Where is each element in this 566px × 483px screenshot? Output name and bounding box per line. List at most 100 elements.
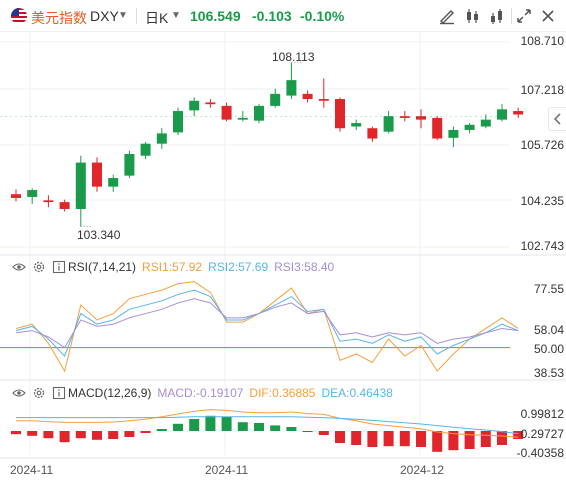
macd-histogram-bar bbox=[156, 429, 167, 431]
price-axis-tick: 108.710 bbox=[520, 34, 564, 48]
symbol-name[interactable]: 美元指数 bbox=[31, 10, 87, 26]
last-price: 106.549 bbox=[190, 8, 241, 24]
candle-body bbox=[432, 117, 443, 139]
price-axis-tick: 102.743 bbox=[520, 239, 564, 253]
rsi-axis-tick: 38.53 bbox=[533, 366, 564, 380]
eye-icon[interactable] bbox=[12, 260, 26, 274]
candle-body bbox=[351, 123, 362, 127]
dea-line bbox=[16, 416, 519, 435]
macd-histogram-bar bbox=[237, 422, 248, 431]
x-axis-label: 2024-11 bbox=[205, 463, 249, 477]
macd-histogram-bar bbox=[205, 415, 216, 431]
price-axis-tick: 107.218 bbox=[520, 83, 564, 97]
macd-histogram-bar bbox=[75, 431, 86, 439]
price-axis-tick: 105.726 bbox=[520, 138, 564, 152]
low-label: 103.340 bbox=[77, 228, 121, 242]
candle-body bbox=[416, 116, 426, 120]
candle-body bbox=[383, 116, 394, 132]
macd-histogram-bar bbox=[173, 423, 183, 431]
macd-histogram-bar bbox=[11, 431, 21, 435]
x-axis-label: 2024-12 bbox=[400, 463, 445, 477]
macd-histogram-bar bbox=[497, 431, 507, 445]
candle-body bbox=[237, 117, 248, 120]
macd-histogram-bar bbox=[221, 417, 232, 431]
collapse-panel-button[interactable] bbox=[548, 107, 566, 131]
rsi-axis-tick: 58.04 bbox=[533, 323, 564, 337]
period-chevron-down-icon[interactable]: ▼ bbox=[171, 10, 181, 21]
candle-body bbox=[480, 119, 491, 127]
rsi3-value: RSI3:58.40 bbox=[274, 260, 335, 274]
toolbar-divider bbox=[511, 8, 512, 24]
chevron-left-icon bbox=[553, 113, 561, 125]
macd-histogram-bar bbox=[383, 431, 394, 447]
settings-icon[interactable] bbox=[32, 386, 46, 400]
candle-body bbox=[75, 162, 86, 209]
high-label: 108.113 bbox=[272, 50, 315, 64]
info-icon[interactable] bbox=[52, 386, 66, 400]
candle-body bbox=[335, 99, 345, 129]
candle-type-icon[interactable] bbox=[462, 6, 482, 26]
candle-body bbox=[464, 124, 475, 130]
rsi2-value: RSI2:57.69 bbox=[208, 260, 269, 274]
fullscreen-icon[interactable] bbox=[514, 6, 534, 26]
candle-body bbox=[124, 153, 135, 176]
candle-body bbox=[286, 80, 297, 96]
chart-toolbar: 美元指数 DXY ▼ 日K ▼ 106.549 -0.103 -0.10% bbox=[0, 0, 566, 32]
candle-body bbox=[11, 194, 21, 198]
draw-icon[interactable] bbox=[437, 6, 457, 26]
macd-histogram-bar bbox=[254, 423, 264, 431]
macd-histogram-bar bbox=[43, 431, 54, 439]
dif-line bbox=[16, 409, 519, 438]
price-change-pct: -0.10% bbox=[300, 8, 345, 24]
macd-histogram-bar bbox=[480, 431, 491, 447]
settings-icon[interactable] bbox=[32, 260, 46, 274]
macd-histogram-bar bbox=[189, 419, 200, 431]
dea-value: DEA:0.46438 bbox=[321, 386, 393, 400]
rsi3-line bbox=[15, 298, 519, 349]
macd-histogram-bar bbox=[302, 431, 313, 432]
macd-histogram-bar bbox=[416, 431, 426, 447]
toolbar-divider bbox=[136, 8, 137, 24]
candle-body bbox=[448, 129, 459, 138]
close-icon[interactable] bbox=[538, 6, 558, 26]
macd-histogram-bar bbox=[318, 431, 329, 435]
symbol-code[interactable]: DXY bbox=[90, 8, 119, 24]
macd-histogram-bar bbox=[270, 425, 281, 431]
macd-histogram-bar bbox=[108, 431, 119, 439]
macd-histogram-bar bbox=[140, 431, 151, 433]
candle-body bbox=[318, 99, 329, 101]
candle-body bbox=[497, 109, 507, 120]
us-flag-icon bbox=[11, 8, 27, 24]
price-change: -0.103 bbox=[252, 8, 292, 24]
macd-axis-tick: -0.40358 bbox=[516, 446, 564, 460]
candle-body bbox=[189, 100, 200, 111]
candle-body bbox=[92, 162, 102, 187]
rsi-axis-tick: 77.55 bbox=[533, 282, 564, 296]
macd-histogram-bar bbox=[59, 431, 70, 443]
macd-title: MACD(12,26,9) bbox=[68, 386, 152, 400]
macd-axis-tick: 0.29727 bbox=[520, 427, 564, 441]
candle-body bbox=[399, 116, 410, 118]
candle-body bbox=[59, 202, 70, 209]
macd-histogram-bar bbox=[124, 431, 135, 437]
macd-header: MACD(12,26,9) MACD:-0.19107 DIF:0.36885 … bbox=[12, 384, 399, 402]
x-axis-label: 2024-11 bbox=[10, 463, 54, 477]
macd-value: MACD:-0.19107 bbox=[157, 386, 244, 400]
macd-histogram-bar bbox=[286, 427, 297, 431]
eye-icon[interactable] bbox=[12, 386, 26, 400]
rsi1-value: RSI1:57.92 bbox=[142, 260, 203, 274]
macd-histogram-bar bbox=[513, 431, 524, 439]
info-icon[interactable] bbox=[52, 260, 66, 274]
period-selector[interactable]: 日K bbox=[145, 10, 169, 26]
macd-histogram-bar bbox=[432, 431, 443, 452]
candle-body bbox=[302, 93, 313, 100]
macd-histogram-bar bbox=[335, 431, 345, 443]
candle-body bbox=[27, 190, 38, 197]
price-axis-tick: 104.235 bbox=[520, 194, 564, 208]
indicator-icon[interactable] bbox=[487, 6, 507, 26]
candle-body bbox=[254, 105, 264, 121]
macd-histogram-bar bbox=[367, 431, 378, 447]
dif-value: DIF:0.36885 bbox=[249, 386, 316, 400]
symbol-chevron-down-icon[interactable]: ▼ bbox=[118, 10, 128, 21]
